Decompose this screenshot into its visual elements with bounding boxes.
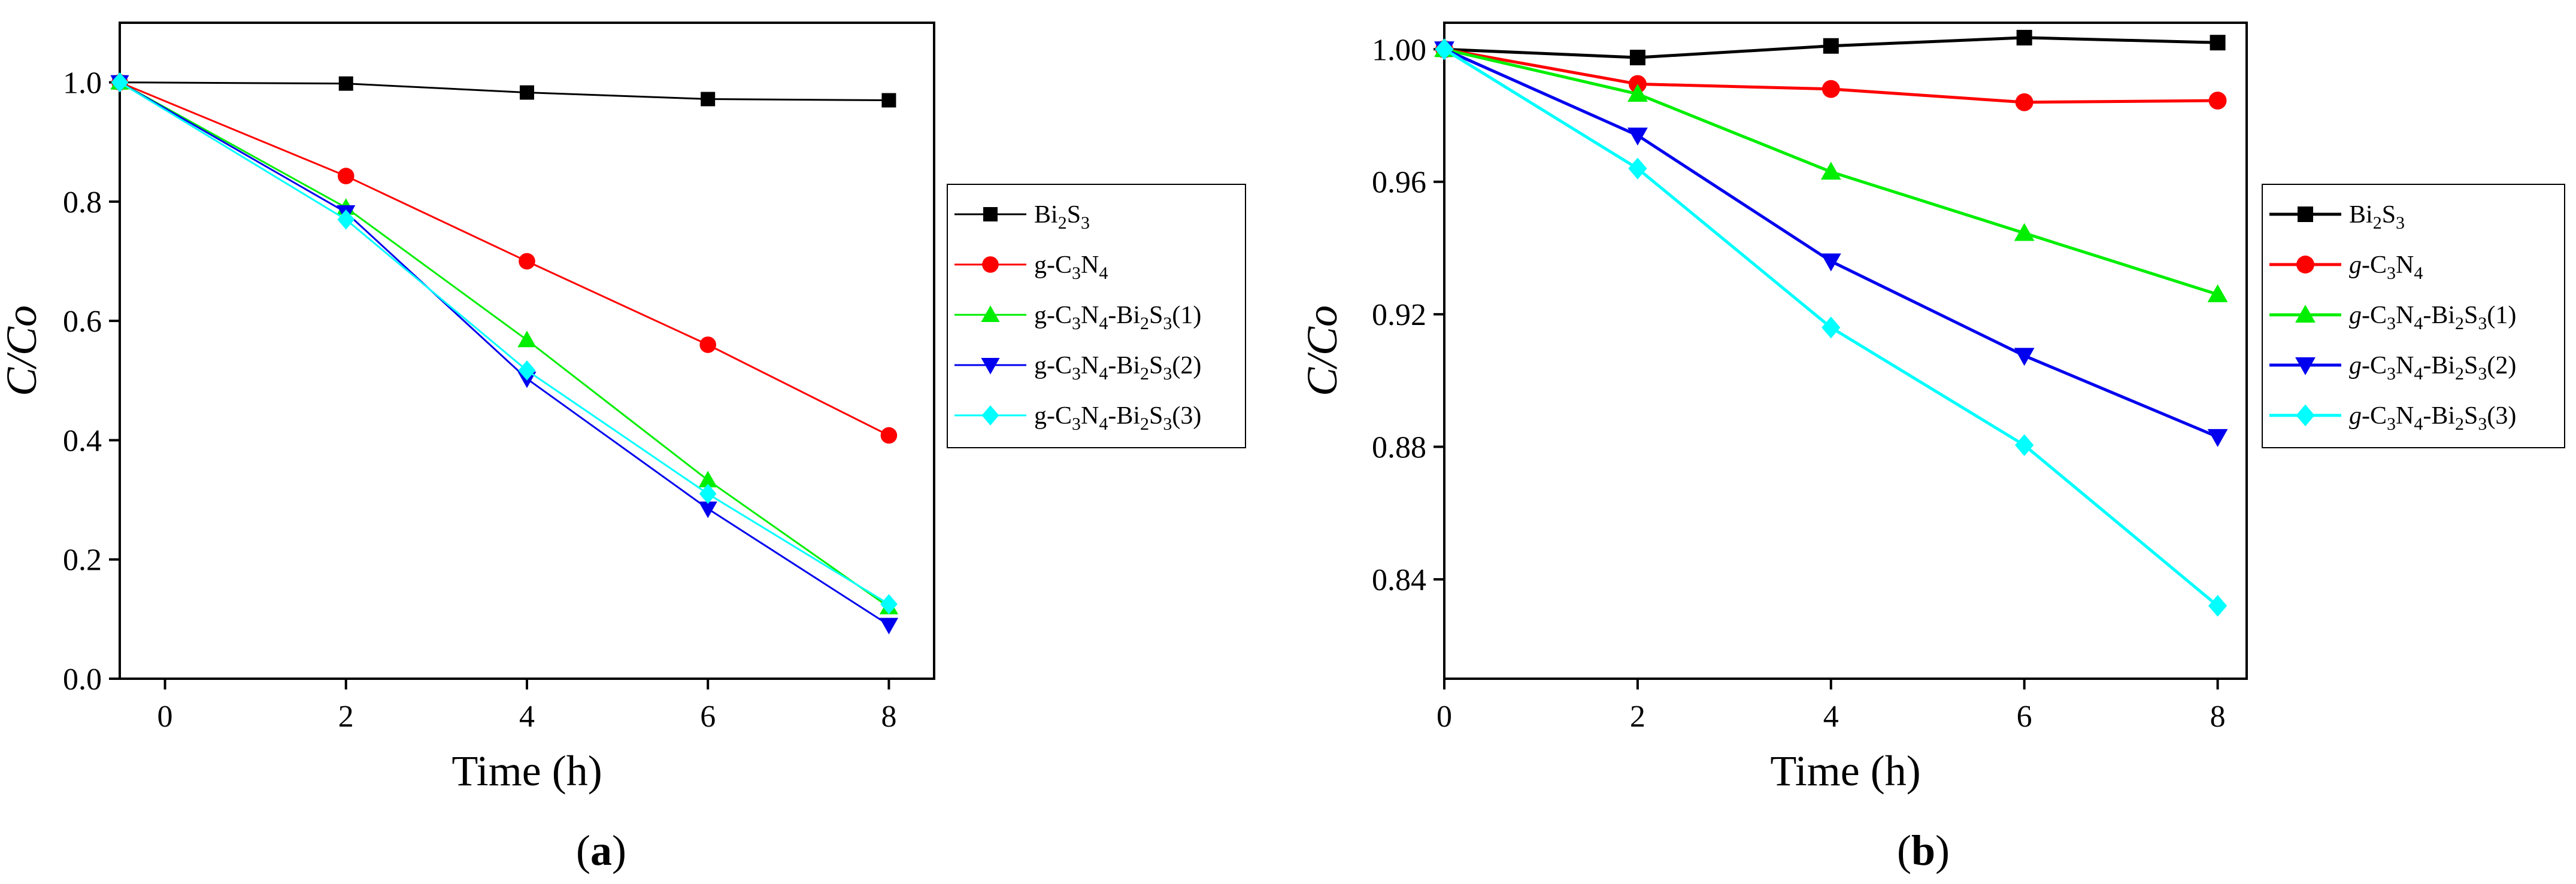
data-point [1629, 50, 1645, 66]
y-tick-label: 0.6 [63, 305, 102, 339]
legend-label: g-C3​N4​-Bi2​S3​(2) [2349, 352, 2516, 384]
y-tick-label: 0.2 [63, 543, 102, 578]
legend-label: g-C3​N4​-Bi2​S3​(3) [2349, 402, 2516, 434]
data-point [1820, 162, 1841, 180]
data-point [1822, 317, 1841, 339]
legend-label: g-C3​N4​-Bi2​S3​(3) [1034, 402, 1201, 434]
series-1 [1435, 40, 2227, 111]
data-point [337, 209, 355, 230]
data-point [699, 336, 717, 353]
data-point [698, 502, 717, 518]
y-tick-label: 0.92 [1372, 298, 1426, 332]
legend-label: g-C3​N4​ [1034, 251, 1108, 283]
data-point [880, 594, 898, 615]
x-tick-label: 4 [519, 700, 535, 734]
y-tick-label: 0.96 [1372, 166, 1426, 200]
x-tick-label: 2 [338, 700, 354, 734]
data-point [338, 76, 353, 91]
chart-panel-b: 0 2 4 6 8 0.84 0.88 0.92 0.96 1.00 Time (h) C/Co (b)… [1298, 22, 2565, 874]
data-point [879, 618, 899, 634]
legend-marker [983, 207, 998, 221]
legend-label: g-C3​N4​-Bi2​S3​(1) [2349, 302, 2516, 333]
data-point [2014, 348, 2035, 366]
x-tick-label: 6 [700, 700, 716, 734]
data-point [881, 93, 896, 108]
legend-marker [981, 358, 1000, 375]
data-point [2207, 429, 2228, 447]
x-axis-title: Time (h) [451, 747, 602, 795]
y-tick-label: 0.84 [1372, 563, 1426, 597]
data-point [1435, 38, 1454, 60]
data-point [2210, 35, 2226, 51]
data-point [2015, 434, 2034, 456]
data-point [1627, 127, 1648, 146]
x-tick-label: 2 [1630, 700, 1645, 734]
legend-marker [2295, 305, 2316, 323]
legend-marker [2296, 256, 2314, 274]
data-point [2016, 29, 2032, 45]
y-tick-label: 0.88 [1372, 431, 1426, 465]
legend-label: g-C3​N4​ [2349, 251, 2423, 283]
y-tick-label: 1.00 [1372, 33, 1426, 67]
data-point [880, 427, 898, 444]
data-point [517, 330, 537, 348]
legend: Bi2​S3​ g-C3​N4​ g-C3​N4​-Bi2​S3​(1) g-C3​N… [2262, 184, 2565, 448]
legend-marker [982, 256, 999, 273]
series-4 [1435, 38, 2228, 617]
data-point [518, 360, 536, 381]
data-point [2208, 595, 2228, 617]
x-axis-title: Time (h) [1770, 747, 1920, 795]
y-tick-label: 0.0 [63, 663, 102, 697]
panel-label: (b) [1897, 827, 1950, 874]
x-tick-label: 6 [2017, 700, 2032, 734]
data-point [111, 72, 129, 93]
x-tick-label: 4 [1823, 700, 1839, 734]
panel-label: (a) [576, 827, 626, 874]
data-point [2208, 92, 2227, 110]
legend-marker [2295, 357, 2316, 375]
x-tick-label: 8 [881, 700, 896, 734]
data-point [1820, 253, 1841, 272]
data-point [1628, 157, 1647, 180]
legend-marker [2298, 206, 2313, 222]
legend-label: g-C3​N4​-Bi2​S3​(1) [1034, 302, 1201, 333]
y-tick-label: 1.0 [63, 66, 102, 101]
data-point [2207, 284, 2228, 302]
legend-box [947, 184, 1246, 448]
x-tick-label: 0 [157, 700, 173, 734]
legend-label: Bi2​S3​ [2349, 201, 2405, 233]
data-point [2014, 223, 2035, 241]
series-2 [1434, 39, 2228, 302]
plot-frame [1443, 22, 2248, 680]
data-point [519, 253, 535, 270]
series-4 [111, 72, 898, 615]
data-point [698, 470, 717, 488]
y-tick-label: 0.8 [63, 186, 102, 220]
y-axis-title: C/Co [1298, 305, 1346, 396]
legend: Bi2​S3​ g-C3​N4​ g-C3​N4​-Bi2​S3​(1) g-C3​N… [947, 184, 1246, 448]
data-point [1822, 80, 1840, 98]
data-point [2015, 93, 2033, 111]
legend-label: Bi2​S3​ [1034, 201, 1090, 233]
data-point [1823, 38, 1839, 54]
legend-label: g-C3​N4​-Bi2​S3​(2) [1034, 352, 1201, 384]
x-tick-label: 0 [1437, 700, 1452, 734]
data-point [1627, 84, 1648, 102]
x-tick-label: 8 [2210, 700, 2226, 734]
data-point [699, 484, 717, 504]
y-tick-label: 0.4 [63, 424, 102, 458]
legend-marker [981, 405, 999, 426]
legend-marker [981, 305, 1000, 322]
legend-marker [2296, 404, 2315, 427]
chart-panel-a: 0 2 4 6 8 0.0 0.2 0.4 0.6 0.8 1.0 Time (h) C/Co (a) Bi… [0, 22, 1246, 874]
data-point [520, 85, 534, 100]
y-axis-title: C/Co [0, 305, 46, 396]
data-point [701, 92, 716, 107]
data-point [337, 168, 354, 184]
